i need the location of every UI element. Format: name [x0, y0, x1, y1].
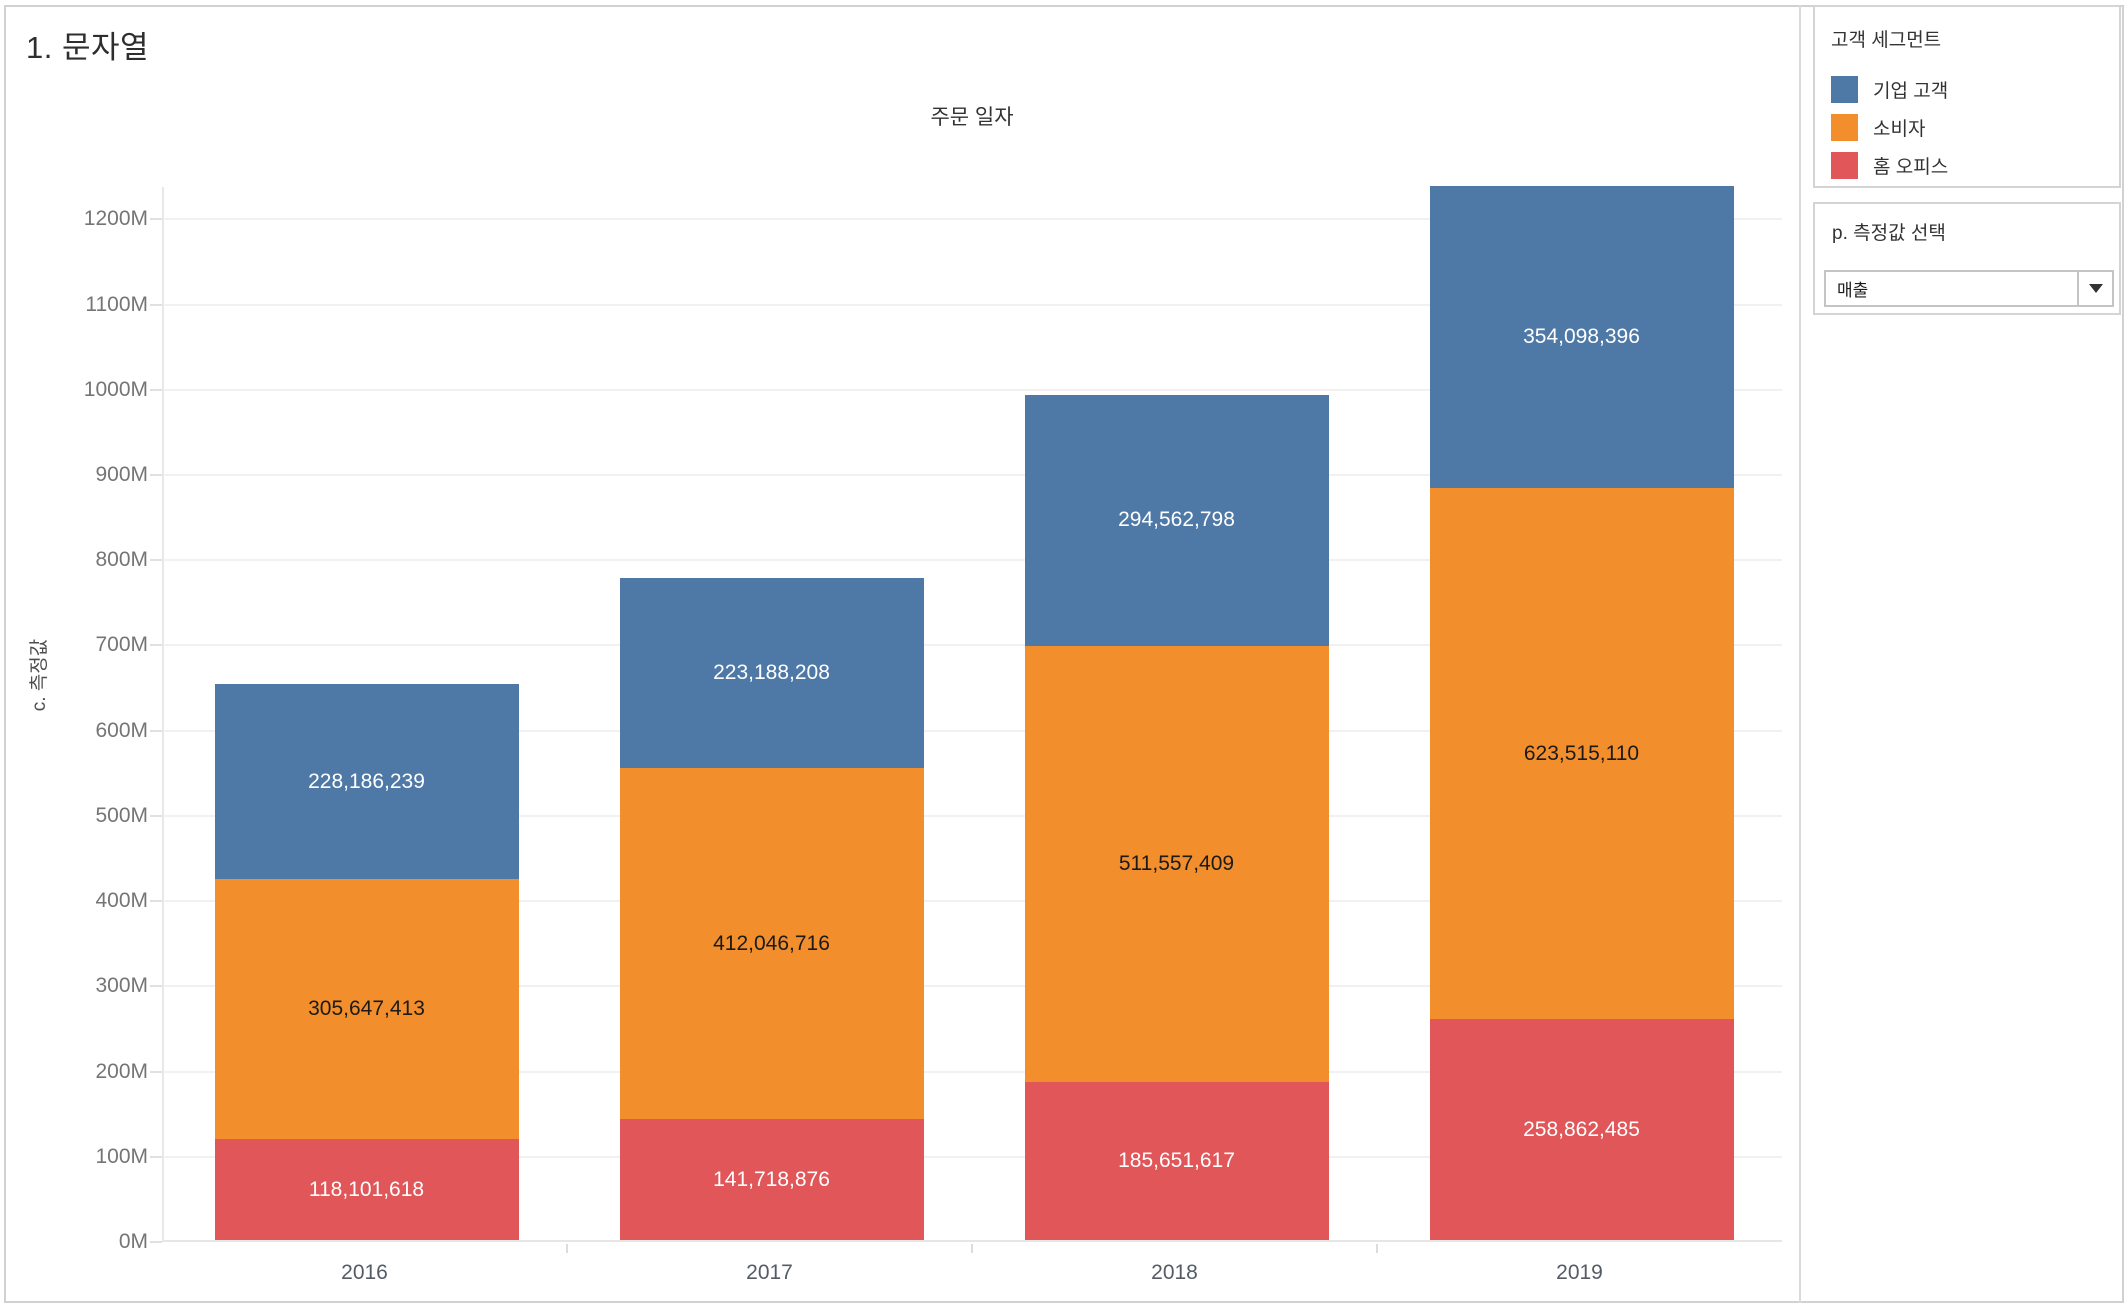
- gridline: [164, 474, 1782, 477]
- y-axis-tick: [150, 985, 162, 988]
- y-axis-tick-label: 600M: [95, 718, 148, 742]
- legend-color-swatch: [1831, 151, 1858, 179]
- bar-segment[interactable]: 258,862,485: [1429, 1019, 1734, 1240]
- bar-segment[interactable]: 511,557,409: [1024, 645, 1329, 1082]
- page-title: 1. 문자열: [26, 30, 150, 65]
- y-axis-tick: [150, 900, 162, 903]
- y-axis-tick-label: 300M: [95, 974, 148, 998]
- chart-title: 주문 일자: [930, 106, 1014, 129]
- panel-divider: [1799, 5, 1801, 1303]
- dropdown-selected-value[interactable]: 매출: [1837, 281, 1869, 300]
- y-axis-tick-label: 100M: [95, 1144, 148, 1168]
- x-axis-category-label: 2018: [1151, 1261, 1198, 1284]
- y-axis-tick-label: 1200M: [83, 207, 148, 231]
- bar-segment-label: 185,651,617: [1118, 1148, 1235, 1172]
- bar-segment-label: 294,562,798: [1118, 508, 1235, 532]
- gridline: [164, 1070, 1782, 1073]
- y-axis-tick-label: 0M: [118, 1230, 148, 1253]
- bar-segment[interactable]: 623,515,110: [1429, 488, 1734, 1020]
- bar-segment[interactable]: 294,562,798: [1024, 394, 1329, 646]
- bar-segment-label: 118,101,618: [308, 1177, 425, 1201]
- y-axis-tick: [150, 1241, 162, 1243]
- gridline: [164, 218, 1782, 221]
- bar-segment-label: 623,515,110: [1523, 741, 1640, 765]
- dropdown-arrow-button[interactable]: [2077, 272, 2112, 305]
- parameter-title: p. 측정값 선택: [1832, 223, 1946, 244]
- y-axis-tick-label: 800M: [95, 548, 148, 572]
- bar-segment-label: 223,188,208: [713, 661, 830, 684]
- measure-select-dropdown[interactable]: 매출: [1824, 270, 2114, 307]
- chevron-down-icon: [2088, 284, 2103, 293]
- x-axis-tick: [1376, 1244, 1378, 1253]
- bar-segment-label: 354,098,396: [1523, 325, 1640, 349]
- gridline: [164, 900, 1782, 903]
- legend-color-swatch: [1831, 75, 1858, 103]
- plot-area: 118,101,618 305,647,413 228,186,239 141,718…: [162, 186, 1782, 1242]
- bar-segment-label: 511,557,409: [1118, 851, 1235, 875]
- y-axis-tick: [150, 474, 162, 477]
- y-axis-tick: [150, 559, 162, 562]
- y-axis-tick: [150, 303, 162, 306]
- legend-color-swatch: [1831, 113, 1858, 141]
- y-axis-tick: [150, 1070, 162, 1073]
- y-axis-tick-label: 700M: [95, 633, 148, 657]
- x-axis-category-label: 2019: [1556, 1261, 1603, 1284]
- y-axis-tick-label: 500M: [95, 803, 148, 827]
- gridline: [164, 388, 1782, 391]
- bar-segment-label: 141,718,876: [713, 1167, 830, 1191]
- bar-segment[interactable]: 305,647,413: [214, 878, 519, 1140]
- bar-segment[interactable]: 185,651,617: [1024, 1081, 1329, 1240]
- parameter-panel: p. 측정값 선택 매출: [1813, 202, 2121, 315]
- bar-segment[interactable]: 141,718,876: [619, 1119, 924, 1240]
- gridline: [164, 729, 1782, 732]
- bar-segment-label: 258,862,485: [1523, 1117, 1640, 1141]
- bar-segment[interactable]: 412,046,716: [619, 768, 924, 1120]
- legend-title: 고객 세그먼트: [1831, 30, 1942, 51]
- gridline: [164, 303, 1782, 306]
- y-axis-tick: [150, 644, 162, 647]
- bar-segment-label: 228,186,239: [308, 769, 425, 793]
- bar-segment-label: 305,647,413: [308, 997, 425, 1021]
- gridline: [164, 644, 1782, 647]
- x-axis-category-label: 2017: [746, 1261, 793, 1284]
- y-axis-tick-label: 200M: [95, 1059, 148, 1083]
- y-axis-tick: [150, 814, 162, 817]
- legend-item-label: 홈 오피스: [1873, 156, 1949, 178]
- gridline: [164, 559, 1782, 562]
- y-axis-tick-label: 1000M: [83, 377, 148, 401]
- legend-item-label: 기업 고객: [1873, 80, 1949, 102]
- y-axis-tick-label: 400M: [95, 889, 148, 913]
- gridline: [164, 1155, 1782, 1158]
- gridline: [164, 814, 1782, 817]
- bar-segment[interactable]: 228,186,239: [214, 684, 519, 879]
- legend-item-label: 소비자: [1873, 118, 1926, 140]
- bar-segment-label: 412,046,716: [713, 931, 830, 955]
- bar-segment[interactable]: 223,188,208: [619, 577, 924, 769]
- x-axis-category-label: 2016: [341, 1261, 388, 1284]
- y-axis-tick-label: 900M: [95, 463, 148, 487]
- gridline: [164, 985, 1782, 988]
- y-axis-tick: [150, 218, 162, 221]
- legend-item[interactable]: 기업 고객: [1831, 70, 2109, 108]
- y-axis-tick-label: 1100M: [85, 292, 148, 316]
- legend-item[interactable]: 홈 오피스: [1831, 146, 2109, 184]
- bar-segment[interactable]: 354,098,396: [1429, 186, 1734, 489]
- y-axis-tick: [150, 388, 162, 391]
- legend-item[interactable]: 소비자: [1831, 108, 2109, 146]
- x-axis-tick: [566, 1244, 568, 1253]
- bar-segment[interactable]: 118,101,618: [214, 1139, 519, 1240]
- y-axis-tick: [150, 1155, 162, 1158]
- y-axis-tick: [150, 729, 162, 732]
- x-axis-tick: [971, 1244, 973, 1253]
